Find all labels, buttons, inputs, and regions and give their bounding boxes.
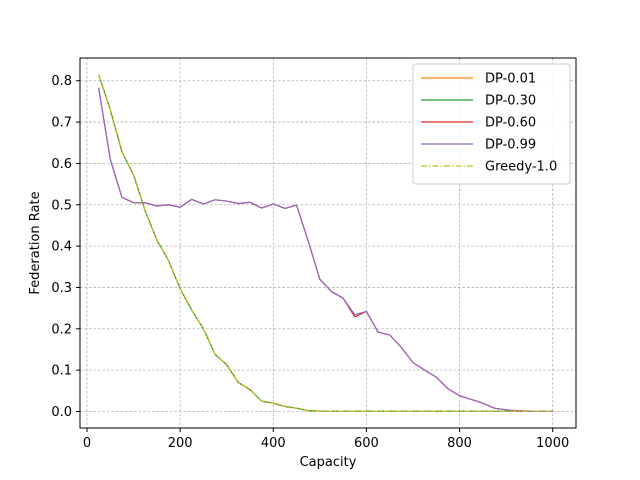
ticks: 0 200 400 600 800 1000 0.0 0.1 0.2 0.3 0.4 0.5 0.6 0.… xyxy=(51,74,569,451)
y-tick-label: 0.6 xyxy=(51,157,72,172)
x-tick-label: 200 xyxy=(168,436,193,451)
y-tick-label: 0.7 xyxy=(51,116,72,131)
y-tick-label: 0.8 xyxy=(51,74,72,89)
plot-frame xyxy=(79,57,577,429)
y-tick-label: 0.0 xyxy=(51,405,72,420)
y-tick-label: 0.1 xyxy=(51,364,72,379)
series-layer xyxy=(98,74,553,412)
x-axis-label: Capacity xyxy=(300,455,357,470)
legend-label-greedy-1-0: Greedy-1.0 xyxy=(485,160,557,175)
series-line-dp-0-99 xyxy=(98,87,553,412)
grid xyxy=(80,58,576,428)
legend-label-dp-0-30: DP-0.30 xyxy=(485,94,536,109)
series-line-greedy-1-0 xyxy=(98,74,553,412)
x-tick-label: 0 xyxy=(83,436,91,451)
y-tick-label: 0.4 xyxy=(51,240,72,255)
legend-label-dp-0-99: DP-0.99 xyxy=(485,138,536,153)
legend-label-dp-0-60: DP-0.60 xyxy=(485,116,536,131)
legend-label-dp-0-01: DP-0.01 xyxy=(485,72,536,87)
y-tick-label: 0.2 xyxy=(51,322,72,337)
x-tick-label: 800 xyxy=(447,436,472,451)
y-axis-label: Federation Rate xyxy=(28,191,43,294)
legend: DP-0.01 DP-0.30 DP-0.60 DP-0.99 Greedy-1.0 xyxy=(412,63,571,185)
y-tick-label: 0.3 xyxy=(51,281,72,296)
x-tick-label: 1000 xyxy=(536,436,569,451)
y-tick-label: 0.5 xyxy=(51,198,72,213)
x-tick-label: 600 xyxy=(354,436,379,451)
x-tick-label: 400 xyxy=(261,436,286,451)
legend-box xyxy=(412,63,571,185)
